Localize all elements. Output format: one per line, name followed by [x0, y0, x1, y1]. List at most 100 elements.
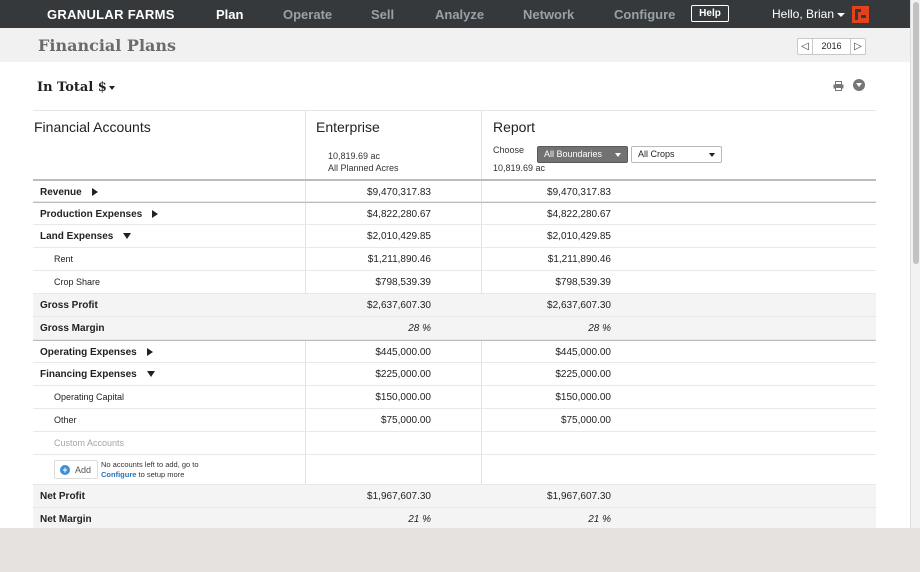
- table-row-financing-expenses[interactable]: Financing Expenses $225,000.00 $225,000.…: [33, 363, 876, 386]
- nav-network[interactable]: Network: [523, 7, 575, 22]
- table-row-operating-capital: Operating Capital $150,000.00 $150,000.0…: [33, 386, 876, 409]
- enterprise-value: $2,637,607.30: [367, 300, 431, 311]
- table-row-rent: Rent $1,211,890.46 $1,211,890.46: [33, 248, 876, 271]
- expand-arrow-icon[interactable]: [91, 188, 98, 196]
- table-row-gross-margin: Gross Margin 28 % 28 %: [33, 317, 876, 340]
- page-title: Financial Plans: [38, 36, 177, 55]
- expand-arrow-icon[interactable]: [152, 210, 159, 218]
- enterprise-value: $75,000.00: [380, 415, 431, 426]
- year-value: 2016: [821, 41, 842, 51]
- print-icon[interactable]: [833, 81, 844, 91]
- report-value: $1,211,890.46: [547, 254, 611, 265]
- row-label: Revenue: [40, 187, 82, 198]
- view-mode-dropdown[interactable]: In Total $: [37, 80, 115, 95]
- nav-plan[interactable]: Plan: [216, 7, 244, 22]
- download-icon[interactable]: [853, 79, 865, 91]
- collapse-arrow-icon[interactable]: [146, 371, 155, 377]
- view-mode-label: In Total $: [37, 80, 107, 95]
- table-row-gross-profit: Gross Profit $2,637,607.30 $2,637,607.30: [33, 294, 876, 317]
- add-button-label: Add: [75, 465, 92, 475]
- scrollbar-thumb[interactable]: [913, 2, 919, 264]
- nav-analyze[interactable]: Analyze: [435, 7, 485, 22]
- year-picker: ◁ 2016 ▷: [797, 38, 866, 55]
- table-header-divider: [33, 110, 876, 111]
- add-note-line1: No accounts left to add, go to: [101, 460, 199, 469]
- table-row-operating-expenses[interactable]: Operating Expenses $445,000.00 $445,000.…: [33, 340, 876, 363]
- report-value: $4,822,280.67: [547, 209, 611, 220]
- report-value: $150,000.00: [555, 392, 611, 403]
- enterprise-value: $150,000.00: [375, 392, 431, 403]
- crops-select-value: All Crops: [638, 149, 675, 159]
- table-row-other: Other $75,000.00 $75,000.00: [33, 409, 876, 432]
- report-value: $9,470,317.83: [547, 187, 611, 198]
- chevron-left-icon[interactable]: ◁: [798, 39, 813, 54]
- page-footer-area: [0, 528, 920, 572]
- caret-down-icon: [108, 85, 115, 90]
- plus-icon: +: [60, 465, 70, 475]
- brand-name[interactable]: GRANULAR FARMS: [47, 7, 175, 22]
- row-label: Custom Accounts: [54, 438, 125, 448]
- add-note-line2: to setup more: [136, 470, 185, 479]
- financial-table: Revenue $9,470,317.83 $9,470,317.83 Prod…: [33, 179, 876, 531]
- add-account-note: No accounts left to add, go to Configure…: [101, 460, 199, 480]
- nav-sell[interactable]: Sell: [371, 7, 395, 22]
- report-value: $798,539.39: [555, 277, 611, 288]
- row-label: Net Profit: [40, 491, 85, 502]
- enterprise-value: 28 %: [408, 323, 431, 334]
- vertical-scrollbar[interactable]: [910, 0, 920, 528]
- enterprise-value: $798,539.39: [375, 277, 431, 288]
- row-label: Operating Capital: [54, 392, 125, 402]
- row-label: Land Expenses: [40, 231, 114, 242]
- table-row-revenue[interactable]: Revenue $9,470,317.83 $9,470,317.83: [33, 179, 876, 202]
- crops-select[interactable]: All Crops: [631, 146, 722, 163]
- row-label: Other: [54, 415, 77, 425]
- dropdown-arrow-icon: [615, 153, 621, 157]
- column-header-report: Report: [493, 119, 536, 135]
- financial-plan-content: In Total $ Financial Accounts Enterprise…: [0, 62, 910, 531]
- enterprise-value: $445,000.00: [375, 347, 431, 358]
- collapse-arrow-icon[interactable]: [123, 233, 132, 239]
- row-label: Crop Share: [54, 277, 101, 287]
- enterprise-acres: 10,819.69 ac: [328, 151, 381, 161]
- column-header-accounts: Financial Accounts: [34, 119, 151, 135]
- add-account-button[interactable]: + Add: [54, 460, 98, 479]
- enterprise-subtitle: All Planned Acres: [328, 163, 399, 173]
- table-row-crop-share: Crop Share $798,539.39 $798,539.39: [33, 271, 876, 294]
- report-value: 21 %: [588, 514, 611, 525]
- row-label: Operating Expenses: [40, 347, 137, 358]
- enterprise-value: $1,967,607.30: [367, 491, 431, 502]
- row-label: Gross Profit: [40, 300, 98, 311]
- table-row-land-expenses[interactable]: Land Expenses $2,010,429.85 $2,010,429.8…: [33, 225, 876, 248]
- help-button[interactable]: Help: [691, 5, 729, 22]
- nav-configure[interactable]: Configure: [614, 7, 676, 22]
- report-value: $2,637,607.30: [547, 300, 611, 311]
- chevron-right-icon[interactable]: ▷: [850, 39, 865, 54]
- table-row-production-expenses[interactable]: Production Expenses $4,822,280.67 $4,822…: [33, 202, 876, 225]
- enterprise-value: $225,000.00: [375, 369, 431, 380]
- chevron-down-icon: [837, 12, 846, 17]
- boundaries-select[interactable]: All Boundaries: [537, 146, 628, 163]
- user-menu[interactable]: Hello, Brian: [772, 7, 846, 21]
- boundaries-select-value: All Boundaries: [544, 149, 603, 159]
- nav-operate[interactable]: Operate: [283, 7, 333, 22]
- row-label: Gross Margin: [40, 323, 105, 334]
- report-value: $225,000.00: [555, 369, 611, 380]
- top-nav: GRANULAR FARMS Plan Operate Sell Analyze…: [0, 0, 910, 28]
- configure-link[interactable]: Configure: [101, 470, 137, 479]
- dropdown-arrow-icon: [709, 153, 715, 157]
- page-header: Financial Plans ◁ 2016 ▷: [0, 28, 910, 62]
- logo-icon[interactable]: [852, 6, 869, 23]
- report-choose-label: Choose: [493, 145, 525, 155]
- report-value: $75,000.00: [560, 415, 611, 426]
- report-value: $2,010,429.85: [547, 231, 611, 242]
- expand-arrow-icon[interactable]: [146, 348, 153, 356]
- row-label: Production Expenses: [40, 209, 143, 220]
- enterprise-value: $2,010,429.85: [367, 231, 431, 242]
- column-header-enterprise: Enterprise: [316, 119, 380, 135]
- row-label: Net Margin: [40, 514, 92, 525]
- report-value: $1,967,607.30: [547, 491, 611, 502]
- enterprise-value: $4,822,280.67: [367, 209, 431, 220]
- table-row-add-account: + Add No accounts left to add, go to Con…: [33, 455, 876, 485]
- report-acres: 10,819.69 ac: [493, 163, 546, 173]
- enterprise-value: $9,470,317.83: [367, 187, 431, 198]
